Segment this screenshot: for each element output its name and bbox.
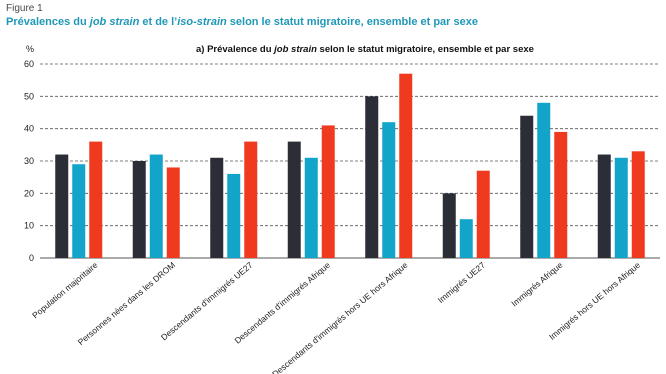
bar <box>321 125 335 258</box>
bar <box>287 141 301 258</box>
panel-title-prefix: a) Prévalence du <box>196 44 274 55</box>
y-tick-label: 60 <box>24 59 34 69</box>
bar <box>554 131 568 258</box>
figure-title: Prévalences du job strain et de l’iso-st… <box>6 16 478 28</box>
y-tick-label: 40 <box>24 124 34 134</box>
y-tick-label: 10 <box>24 221 34 231</box>
bars <box>55 73 645 258</box>
title-part-3: selon le statut migratoire, ensemble et … <box>226 16 478 28</box>
bar <box>537 102 551 258</box>
bar <box>365 96 379 258</box>
bar <box>304 157 318 258</box>
bar <box>89 141 103 258</box>
bar <box>132 161 146 258</box>
title-emphasis-2: iso-strain <box>177 16 227 28</box>
panel-title-emphasis: job strain <box>272 44 317 55</box>
x-tick-label: Immigrés hors UE hors Afrique <box>547 260 642 342</box>
title-emphasis-1: job strain <box>89 16 140 28</box>
x-tick-label: Population majoritaire <box>30 260 100 321</box>
bar <box>149 154 163 258</box>
x-tick-label: Immigrés Afrique <box>509 260 564 309</box>
y-tick-labels: 0 10 20 30 40 50 60 <box>24 59 34 263</box>
panel-title-suffix: selon le statut migratoire, ensemble et … <box>317 44 534 55</box>
bar <box>72 164 86 258</box>
bar <box>244 141 258 258</box>
bar <box>55 154 69 258</box>
bar <box>382 122 396 258</box>
bar <box>227 173 241 258</box>
bar <box>476 170 490 258</box>
bar <box>210 157 224 258</box>
title-part-2: et de l’ <box>139 16 178 28</box>
y-tick-label: 50 <box>24 91 34 101</box>
bar <box>631 151 645 258</box>
bar <box>399 73 413 258</box>
panel-title: a) Prévalence du job strain selon le sta… <box>196 44 534 55</box>
bar <box>166 167 180 258</box>
x-tick-label: Descendants d'immigrés UE27 <box>159 260 255 343</box>
title-part-1: Prévalences du <box>6 16 90 28</box>
bar <box>442 193 456 258</box>
x-tick-label: Descendants d'immigrés hors UE hors Afri… <box>270 260 410 374</box>
figure-label: Figure 1 <box>6 3 43 14</box>
y-tick-label: 20 <box>24 188 34 198</box>
x-tick-label: Immigrés UE27 <box>436 260 488 305</box>
bar <box>597 154 611 258</box>
bar <box>459 219 473 258</box>
y-tick-label: 0 <box>29 253 34 263</box>
y-axis-unit: % <box>26 44 34 54</box>
bar <box>614 157 628 258</box>
y-tick-label: 30 <box>24 156 34 166</box>
bar <box>520 115 534 258</box>
